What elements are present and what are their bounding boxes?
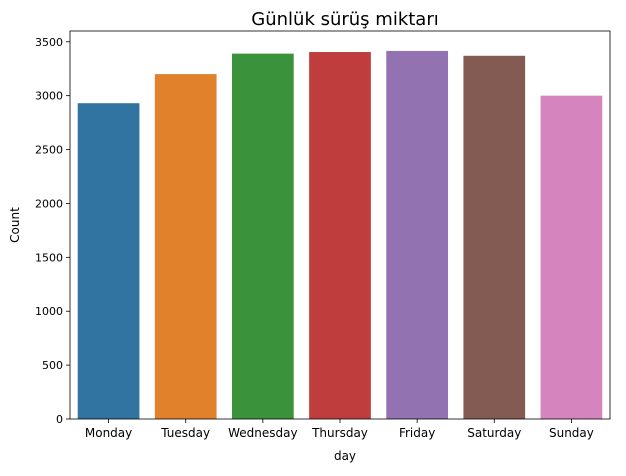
bar-saturday: [463, 55, 526, 420]
x-axis-label: day: [334, 449, 356, 463]
y-tick-label: 3500: [35, 36, 63, 49]
x-tick-label: Tuesday: [160, 426, 210, 440]
y-tick-label: 1000: [35, 305, 63, 318]
plot-frame: [69, 30, 611, 420]
y-tick-label: 2500: [35, 144, 63, 157]
bar-wednesday: [232, 53, 294, 420]
y-tick-label: 3000: [35, 90, 63, 103]
bar-monday: [77, 103, 140, 419]
x-tick-label: Saturday: [467, 426, 521, 440]
y-axis-label: Count: [8, 207, 22, 243]
bar-thursday: [309, 52, 371, 420]
bar-tuesday: [154, 74, 217, 419]
bars: [77, 50, 603, 420]
x-tick-label: Monday: [85, 426, 132, 440]
y-axis: 0 500 1000 1500 2000 2500 3000 3500: [35, 36, 70, 426]
y-tick-label: 500: [42, 359, 63, 372]
y-tick-label: 0: [56, 413, 63, 426]
chart-title: Günlük sürüş miktarı: [251, 9, 438, 30]
x-tick-label: Wednesday: [228, 426, 297, 440]
y-tick-label: 2000: [35, 197, 63, 210]
x-tick-label: Sunday: [549, 426, 594, 440]
bar-friday: [386, 50, 448, 419]
y-tick-label: 1500: [35, 251, 63, 264]
x-tick-label: Friday: [399, 426, 435, 440]
x-axis: Monday Tuesday Wednesday Thursday Friday Satu…: [85, 419, 594, 440]
bar-sunday: [540, 95, 603, 420]
x-tick-label: Thursday: [311, 426, 368, 440]
